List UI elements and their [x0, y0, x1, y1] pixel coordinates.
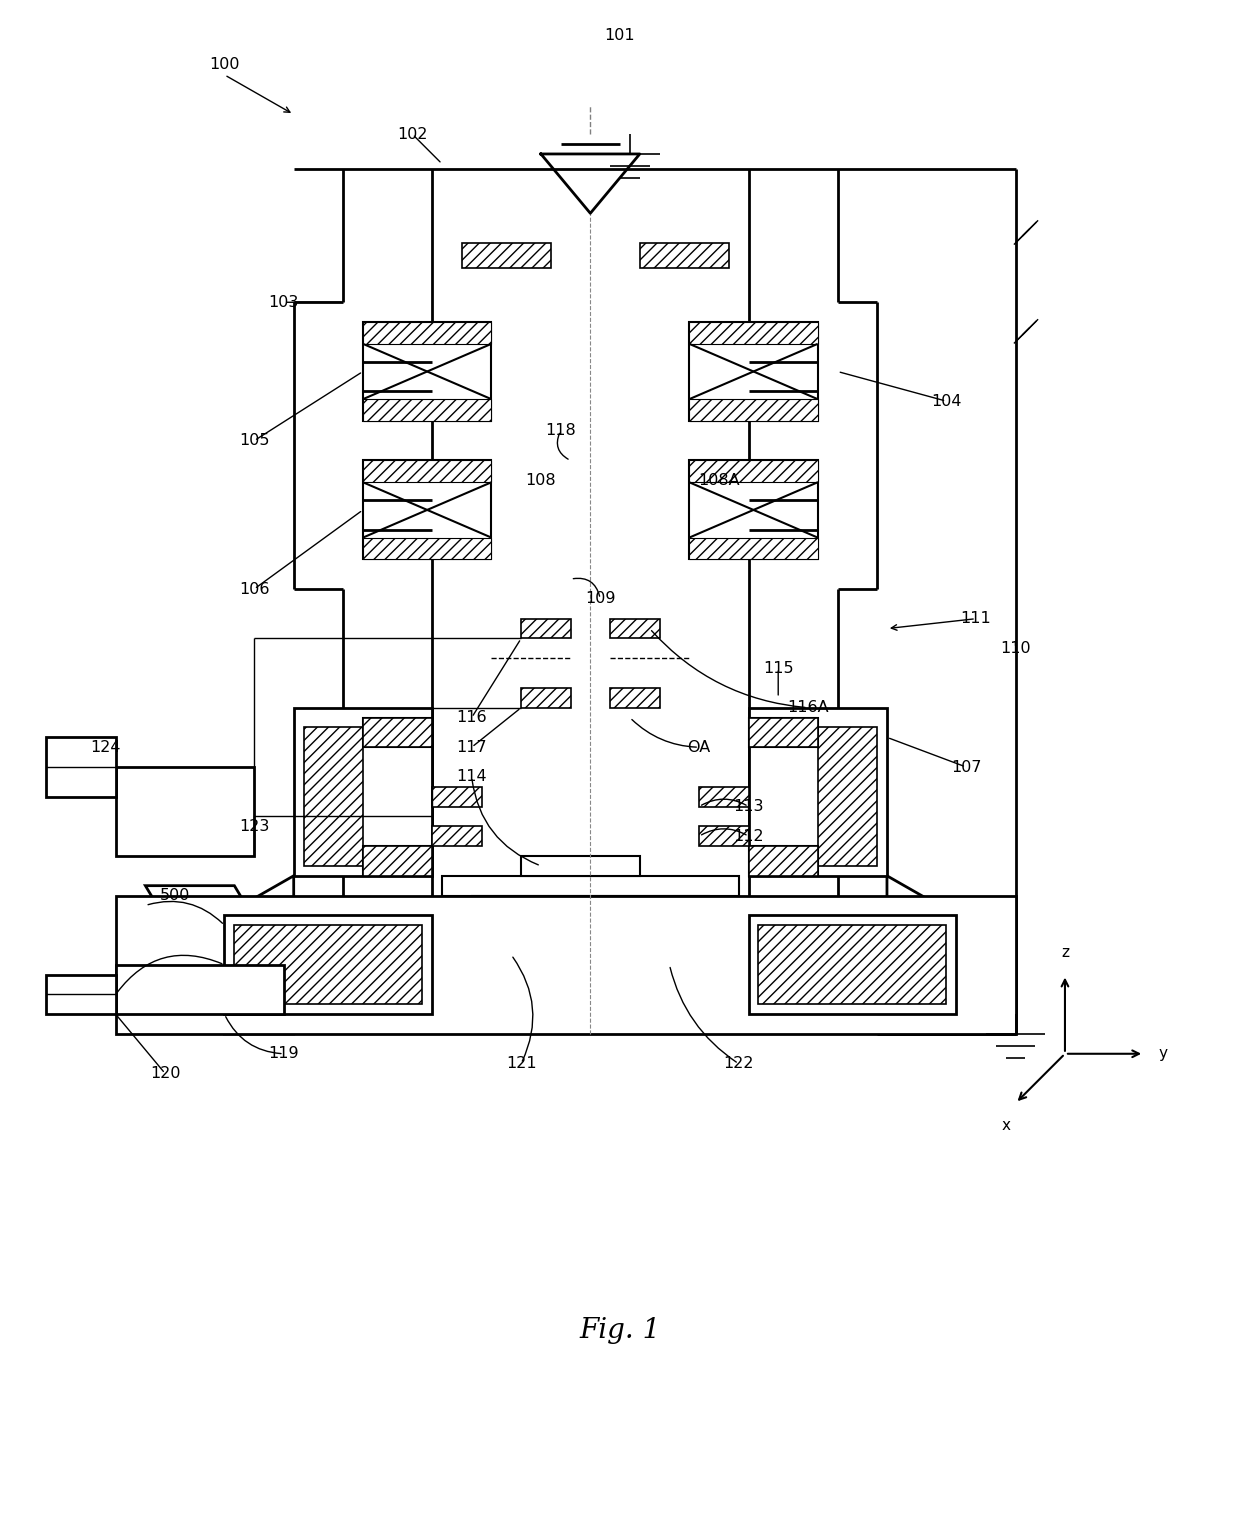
Bar — [699, 787, 749, 807]
Text: 102: 102 — [397, 126, 428, 141]
Bar — [749, 916, 956, 1014]
Text: 101: 101 — [605, 28, 635, 43]
Bar — [640, 243, 729, 267]
Bar — [441, 876, 739, 896]
Bar — [689, 461, 817, 483]
Bar — [363, 538, 491, 559]
Bar — [363, 718, 432, 747]
Bar — [363, 400, 491, 421]
Bar — [749, 847, 817, 876]
Text: 123: 123 — [239, 819, 269, 835]
Text: 114: 114 — [456, 770, 487, 784]
Text: 108A: 108A — [698, 473, 740, 487]
Bar — [817, 727, 877, 865]
Bar — [363, 847, 432, 876]
Text: 119: 119 — [269, 1047, 299, 1061]
Bar — [224, 916, 432, 1014]
Text: 111: 111 — [961, 612, 991, 626]
Text: 124: 124 — [91, 739, 122, 755]
Bar — [471, 896, 709, 925]
Bar — [363, 323, 491, 421]
Bar — [759, 925, 946, 1004]
Bar — [461, 243, 551, 267]
Text: 112: 112 — [733, 828, 764, 844]
Text: 108: 108 — [526, 473, 557, 487]
Text: Fig. 1: Fig. 1 — [579, 1317, 661, 1345]
Bar — [363, 718, 432, 747]
Text: 110: 110 — [1001, 641, 1030, 656]
Bar — [689, 461, 817, 559]
Bar — [749, 718, 817, 747]
Text: 115: 115 — [763, 661, 794, 676]
Bar — [46, 974, 115, 1014]
Text: OA: OA — [687, 739, 711, 755]
Bar — [749, 707, 887, 876]
Text: 105: 105 — [239, 433, 269, 449]
Text: 116: 116 — [456, 710, 487, 725]
Text: 122: 122 — [723, 1056, 754, 1071]
Text: 113: 113 — [733, 799, 764, 815]
Bar — [363, 847, 432, 876]
Bar — [363, 323, 491, 344]
Bar — [363, 461, 491, 483]
Text: 104: 104 — [931, 393, 961, 409]
Text: 116A: 116A — [787, 701, 828, 715]
Bar — [115, 767, 254, 856]
Bar — [749, 718, 817, 747]
Bar — [294, 707, 432, 876]
Bar — [432, 827, 481, 847]
Bar — [521, 689, 570, 707]
Bar — [46, 738, 115, 796]
Bar — [363, 461, 491, 559]
Bar — [521, 856, 640, 876]
Text: 120: 120 — [150, 1067, 180, 1081]
Text: 109: 109 — [585, 592, 615, 607]
Bar — [234, 925, 423, 1004]
Text: 118: 118 — [546, 423, 577, 438]
Text: 100: 100 — [210, 57, 239, 72]
Text: 107: 107 — [951, 759, 981, 775]
Text: 106: 106 — [239, 581, 269, 596]
Text: z: z — [1061, 945, 1069, 959]
Text: 500: 500 — [160, 888, 190, 904]
Text: y: y — [1159, 1047, 1168, 1061]
Bar — [511, 925, 670, 954]
Bar — [432, 787, 481, 807]
Bar — [689, 323, 817, 344]
Bar — [749, 847, 817, 876]
Bar — [699, 827, 749, 847]
Bar — [689, 323, 817, 421]
Text: 121: 121 — [506, 1056, 537, 1071]
Text: 117: 117 — [456, 739, 487, 755]
Text: x: x — [1001, 1117, 1011, 1133]
Bar — [521, 619, 570, 638]
Text: 103: 103 — [269, 295, 299, 310]
Bar — [610, 619, 660, 638]
Bar — [304, 727, 363, 865]
Bar — [115, 965, 284, 1014]
Bar — [610, 689, 660, 707]
Bar — [689, 538, 817, 559]
Bar — [689, 400, 817, 421]
Bar — [115, 896, 1016, 1034]
